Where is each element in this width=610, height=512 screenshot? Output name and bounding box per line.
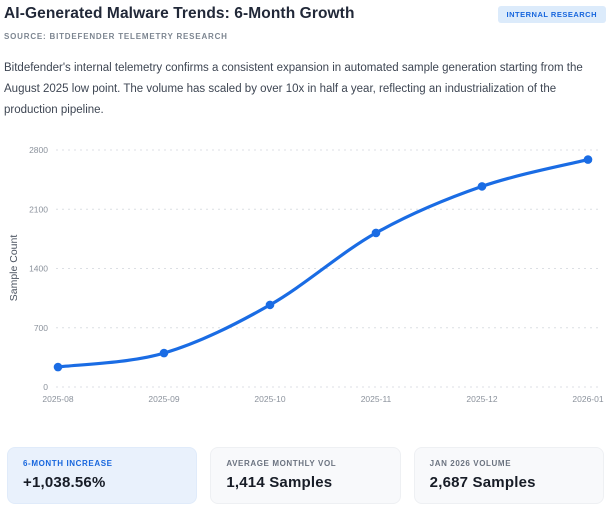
x-tick-label: 2025-12	[466, 394, 497, 404]
stat-cards: 6-MONTH INCREASE +1,038.56% AVERAGE MONT…	[7, 447, 604, 504]
data-point-2025-09[interactable]	[159, 348, 169, 358]
stat-label: AVERAGE MONTHLY VOL	[226, 459, 337, 468]
x-tick-label: 2025-10	[254, 394, 285, 404]
data-point-2025-12[interactable]	[477, 182, 487, 191]
stat-card-jan-2026-volume: JAN 2026 VOLUME 2,687 Samples	[413, 447, 604, 504]
y-tick-label: 2800	[29, 145, 48, 155]
description-text: Bitdefender's internal telemetry confirm…	[4, 62, 583, 116]
stat-value: 2,687 Samples	[429, 474, 536, 491]
data-point-2025-11[interactable]	[371, 228, 381, 238]
x-tick-label: 2025-09	[148, 394, 179, 404]
y-tick-label: 0	[43, 382, 48, 392]
x-tick-label: 2025-11	[361, 394, 392, 404]
stat-label: JAN 2026 VOLUME	[429, 459, 512, 468]
trend-line	[56, 158, 590, 369]
data-point-2026-01[interactable]	[583, 155, 593, 164]
y-tick-label: 1400	[29, 264, 48, 274]
stat-card-average-monthly-vol: AVERAGE MONTHLY VOL 1,414 Samples	[210, 447, 401, 504]
header: AI-Generated Malware Trends: 6-Month Gro…	[4, 5, 606, 41]
data-point-2025-10[interactable]	[265, 300, 275, 310]
stat-value: 1,414 Samples	[226, 474, 333, 491]
stat-label: 6-MONTH INCREASE	[23, 459, 113, 468]
stat-card-six-month-increase: 6-MONTH INCREASE +1,038.56%	[7, 447, 198, 504]
y-tick-label: 700	[34, 323, 48, 333]
page-title: AI-Generated Malware Trends: 6-Month Gro…	[4, 5, 355, 22]
internal-research-badge: INTERNAL RESEARCH	[497, 6, 606, 23]
x-tick-label: 2025-08	[42, 394, 73, 404]
trend-chart: 0 700 1400 2100 2800 2025-08 2025-09 2025-10 202…	[8, 145, 604, 404]
source-label: SOURCE: BITDEFENDER TELEMETRY RESEARCH	[4, 32, 228, 41]
y-axis-title: Sample Count	[8, 235, 20, 302]
stat-value: +1,038.56%	[23, 474, 106, 491]
x-tick-label: 2026-01	[572, 394, 603, 404]
header-text: AI-Generated Malware Trends: 6-Month Gro…	[4, 5, 355, 41]
data-point-2025-08[interactable]	[53, 362, 63, 372]
y-tick-label: 2100	[29, 204, 48, 214]
